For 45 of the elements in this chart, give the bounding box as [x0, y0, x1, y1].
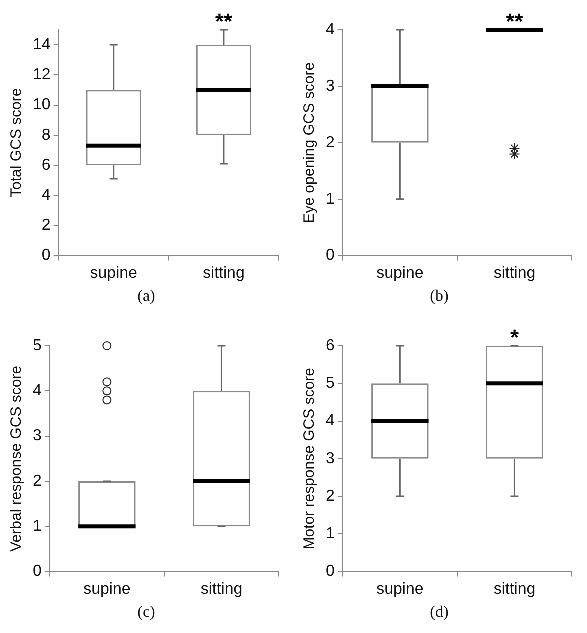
y-tick-label: 3	[326, 450, 335, 468]
annotation: *	[510, 325, 520, 350]
y-tick-label: 1	[32, 518, 42, 536]
y-tick-label: 6	[42, 156, 51, 174]
y-tick-label: 1	[326, 526, 335, 543]
y-tick-label: 4	[42, 186, 51, 204]
y-tick-label: 8	[42, 126, 51, 144]
y-tick-label: 2	[326, 488, 335, 505]
x-tick-label: supine	[90, 264, 138, 282]
y-axis-title: Motor response GCS score	[301, 368, 318, 550]
y-axis-title: Total GCS score	[8, 88, 26, 198]
text: (a)	[136, 288, 156, 306]
y-tick-label: 0	[32, 563, 42, 580]
y-tick-label: 2	[326, 134, 335, 152]
y-tick-label: 5	[326, 375, 335, 392]
y-axis-title: Verbal response GCS score	[8, 366, 26, 552]
y-tick-label: 3	[32, 428, 42, 445]
x-tick-label: supine	[376, 580, 424, 598]
y-tick-label: 0	[326, 563, 335, 580]
x-tick-label: sitting	[494, 264, 536, 282]
y-tick-label: 2	[32, 472, 42, 490]
y-tick-label: 4	[32, 382, 42, 400]
y-tick-label: 14	[33, 36, 51, 54]
x-tick-label: supine	[376, 264, 424, 282]
y-tick-label: 0	[42, 247, 51, 264]
x-tick-label: supine	[84, 580, 131, 598]
y-axis-title: Eye opening GCS score	[301, 62, 318, 224]
y-tick-label: 5	[32, 337, 42, 354]
y-tick-label: 4	[326, 412, 335, 430]
y-tick-label: 4	[326, 21, 335, 38]
annotation: **	[506, 9, 524, 34]
y-tick-label: 10	[33, 96, 51, 114]
y-tick-label: 2	[42, 217, 51, 234]
y-tick-label: 12	[33, 66, 51, 84]
x-tick-label: sitting	[494, 580, 536, 598]
annotation: **	[215, 9, 233, 34]
text: (c)	[136, 604, 156, 622]
y-tick-label: 1	[326, 190, 335, 208]
y-tick-label: 0	[326, 247, 335, 264]
x-tick-label: sitting	[200, 580, 243, 598]
text: (b)	[429, 288, 450, 306]
y-tick-label: 6	[326, 337, 335, 354]
x-tick-label: sitting	[203, 264, 245, 282]
y-tick-label: 3	[326, 78, 335, 95]
text: (d)	[429, 604, 450, 622]
